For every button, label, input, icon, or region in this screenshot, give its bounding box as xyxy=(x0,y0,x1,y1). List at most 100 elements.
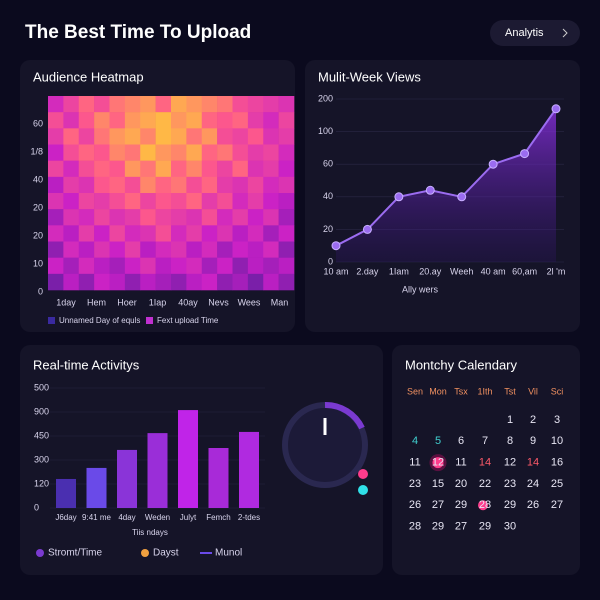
heat-cell xyxy=(78,273,95,291)
heat-cell xyxy=(217,193,233,210)
day: 8 xyxy=(507,435,513,447)
heat-cell xyxy=(263,209,279,226)
legend-swatch xyxy=(48,317,55,324)
bar xyxy=(239,431,259,508)
heat-cell xyxy=(217,209,233,226)
heat-cell xyxy=(155,225,172,242)
heat-cell xyxy=(94,176,110,194)
heat-cell xyxy=(94,209,110,226)
x-tick-label: Weden xyxy=(145,513,170,522)
heat-cell xyxy=(263,112,279,129)
y-tick-label: 40 xyxy=(33,174,43,184)
heat-cell xyxy=(171,96,187,113)
heat-cell xyxy=(155,112,172,129)
heat-cell xyxy=(109,193,126,210)
day: 26 xyxy=(409,499,421,511)
heat-cell xyxy=(124,128,141,145)
heat-cell xyxy=(201,128,218,145)
heat-cell xyxy=(78,96,95,113)
heat-cell xyxy=(247,112,264,129)
heat-cell xyxy=(78,241,95,258)
heat-cell xyxy=(186,273,203,291)
x-tick-label: 2l 'm xyxy=(547,266,566,276)
heat-cell xyxy=(247,128,264,145)
heat-cell xyxy=(155,209,172,226)
heat-cell xyxy=(278,225,295,242)
heat-cell xyxy=(140,112,156,129)
heat-cell xyxy=(124,160,141,178)
y-tick-label: 300 xyxy=(34,454,49,464)
heat-cell xyxy=(247,193,264,210)
bar xyxy=(208,448,229,508)
heat-cell xyxy=(63,193,80,210)
heat-cell xyxy=(63,273,80,291)
heat-cell xyxy=(78,112,95,129)
day: 5 xyxy=(435,435,441,447)
heat-cell xyxy=(78,257,95,275)
heat-cell xyxy=(140,128,156,145)
heat-cell xyxy=(232,128,249,145)
heat-cell xyxy=(140,257,156,275)
heat-cell xyxy=(63,257,80,275)
point xyxy=(520,149,530,159)
x-tick-label: 10 am xyxy=(323,266,348,276)
heat-cell xyxy=(109,257,126,275)
day: 29 xyxy=(432,520,444,532)
heat-cell xyxy=(94,96,110,113)
heat-cell xyxy=(109,273,126,291)
heat-cell xyxy=(263,128,279,145)
day: 28 xyxy=(479,499,491,511)
x-tick-label: 1Iam xyxy=(389,266,409,276)
weekday: Sci xyxy=(551,386,564,396)
heat-cell xyxy=(186,225,203,242)
heat-cell xyxy=(171,273,187,291)
panel xyxy=(392,345,580,575)
heat-cell xyxy=(171,144,187,161)
weekday: 1Ith xyxy=(477,386,492,396)
heat-cell xyxy=(186,241,203,258)
heat-cell xyxy=(217,241,233,258)
day: 29 xyxy=(455,499,467,511)
heat-cell xyxy=(263,241,279,258)
y-tick-label: 60 xyxy=(323,159,333,169)
y-tick-label: 450 xyxy=(34,430,49,440)
heat-cell xyxy=(78,193,95,210)
heat-cell xyxy=(78,176,95,194)
day: 12 xyxy=(504,457,516,469)
day: 27 xyxy=(455,520,467,532)
heat-cell xyxy=(278,209,295,226)
heat-cell xyxy=(48,112,64,129)
heat-cell xyxy=(232,193,249,210)
legend-label: Unnamed Day of equls xyxy=(59,316,140,325)
day: 29 xyxy=(479,520,491,532)
heat-cell xyxy=(109,241,126,258)
day: 12 xyxy=(432,457,444,469)
heat-cell xyxy=(263,273,279,291)
point xyxy=(425,185,435,195)
heat-cell xyxy=(48,225,64,242)
heat-cell xyxy=(232,257,249,275)
heat-cell xyxy=(48,273,64,291)
indicator xyxy=(358,469,368,479)
heat-cell xyxy=(109,112,126,129)
heat-cell xyxy=(232,144,249,161)
button-label[interactable]: Analytis xyxy=(505,27,544,39)
heat-cell xyxy=(263,96,279,113)
day: 11 xyxy=(409,457,420,469)
heat-cell xyxy=(155,176,172,194)
heat-cell xyxy=(155,193,172,210)
heat-cell xyxy=(186,112,203,129)
heat-cell xyxy=(171,112,187,129)
analytics-button[interactable] xyxy=(490,20,580,46)
x-tick-label: 1Iap xyxy=(149,297,167,307)
day: 30 xyxy=(504,520,516,532)
day: 6 xyxy=(458,435,464,447)
x-tick-label: J6day xyxy=(55,513,76,522)
heat-cell xyxy=(171,257,187,275)
heat-cell xyxy=(155,128,172,145)
heat-cell xyxy=(186,160,203,178)
heat-cell xyxy=(232,160,249,178)
heat-cell xyxy=(140,160,156,178)
weekday: Tsx xyxy=(454,386,468,396)
heat-cell xyxy=(63,96,80,113)
